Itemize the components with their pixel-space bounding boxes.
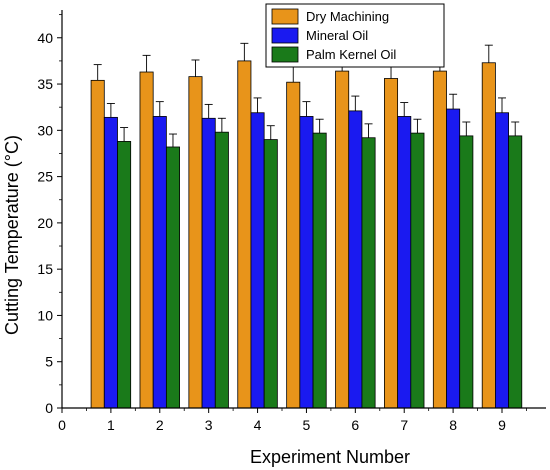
axes-layer: [57, 10, 546, 413]
bar: [348, 110, 363, 409]
y-axis-title: Cutting Temperature (°C): [2, 135, 22, 335]
x-tick-label: 2: [156, 417, 164, 433]
bar: [312, 132, 327, 409]
bar: [90, 79, 105, 409]
x-tick-label: 4: [254, 417, 262, 433]
x-tick-label: 7: [400, 417, 408, 433]
y-tick-label: 10: [37, 307, 53, 323]
bar: [165, 146, 180, 409]
x-tick-labels: 0 1 2 3 4 5 6 7 8 9: [58, 417, 506, 433]
bar: [432, 70, 447, 409]
bar: [459, 135, 474, 409]
y-tick-label: 35: [37, 76, 53, 92]
x-tick-label: 1: [107, 417, 115, 433]
y-tick-label: 5: [45, 354, 53, 370]
bar: [410, 132, 425, 409]
y-tick-label: 30: [37, 122, 53, 138]
y-tick-label: 15: [37, 261, 53, 277]
bar: [481, 62, 496, 409]
bars-layer: [90, 60, 523, 409]
bar: [214, 131, 229, 409]
legend-swatch: [271, 8, 299, 25]
x-tick-label: 0: [58, 417, 66, 433]
x-axis-title: Experiment Number: [250, 447, 410, 467]
bar: [299, 116, 314, 409]
y-tick-label: 40: [37, 30, 53, 46]
legend-label: Palm Kernel Oil: [306, 47, 396, 62]
bar: [103, 116, 118, 409]
legend: Dry Machining Mineral Oil Palm Kernel Oil: [265, 3, 445, 68]
bar: [361, 137, 376, 409]
x-tick-label: 8: [449, 417, 457, 433]
bar: [117, 141, 132, 409]
legend-swatch: [271, 27, 299, 44]
y-tick-label: 25: [37, 169, 53, 185]
bar: [263, 139, 278, 409]
bar: [508, 135, 523, 409]
y-tick-label: 0: [45, 400, 53, 416]
bar: [201, 117, 216, 409]
bar: [188, 76, 203, 409]
legend-label: Dry Machining: [306, 9, 389, 24]
bar: [237, 60, 252, 409]
legend-swatch: [271, 46, 299, 63]
y-tick-labels: 0 5 10 15 20 25 30 35 40: [37, 30, 53, 416]
bar: [494, 112, 509, 409]
x-tick-label: 9: [498, 417, 506, 433]
x-tick-label: 3: [205, 417, 213, 433]
bar: [446, 108, 461, 409]
x-tick-label: 6: [351, 417, 359, 433]
y-tick-label: 20: [37, 215, 53, 231]
legend-label: Mineral Oil: [306, 28, 368, 43]
bar: [250, 112, 265, 409]
bar: [335, 70, 350, 409]
bar: [139, 71, 154, 409]
bar: [384, 78, 399, 409]
bar: [397, 116, 412, 409]
x-tick-label: 5: [303, 417, 311, 433]
bar: [152, 116, 167, 409]
bar: [286, 81, 301, 409]
